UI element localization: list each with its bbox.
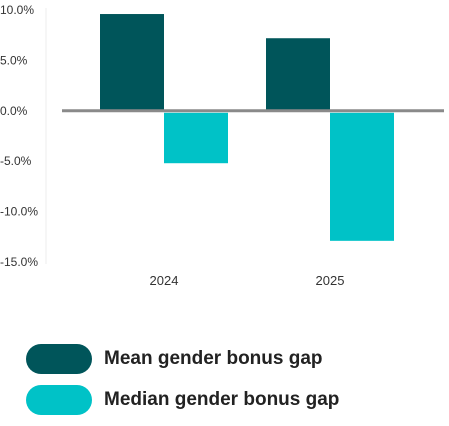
legend-item-mean: Mean gender bonus gap	[26, 344, 339, 374]
y-tick-label: 5.0%	[0, 53, 28, 67]
y-tick-label: -5.0%	[0, 154, 32, 168]
legend-item-median: Median gender bonus gap	[26, 385, 339, 415]
legend: Mean gender bonus gap Median gender bonu…	[26, 344, 339, 426]
bar-median-2024	[164, 112, 228, 164]
bars	[100, 14, 394, 241]
bar-chart: 10.0% 5.0% 0.0% -5.0% -10.0% -15.0% 2024 2025	[0, 3, 444, 288]
legend-label-mean: Mean gender bonus gap	[104, 348, 323, 369]
x-tick-labels: 2024 2025	[150, 273, 345, 288]
x-tick-label: 2024	[150, 273, 179, 288]
y-tick-label: -15.0%	[0, 255, 38, 269]
bar-median-2025	[330, 112, 394, 241]
y-tick-labels: 10.0% 5.0% 0.0% -5.0% -10.0% -15.0%	[0, 3, 38, 269]
x-tick-label: 2025	[316, 273, 345, 288]
y-tick-label: -10.0%	[0, 205, 38, 219]
y-tick-label: 10.0%	[0, 3, 34, 17]
legend-label-median: Median gender bonus gap	[104, 389, 340, 410]
legend-swatch-mean	[26, 344, 92, 374]
y-tick-label: 0.0%	[0, 104, 28, 118]
bar-mean-2024	[100, 14, 164, 111]
bar-mean-2025	[266, 38, 330, 111]
legend-swatch-median	[26, 385, 92, 415]
